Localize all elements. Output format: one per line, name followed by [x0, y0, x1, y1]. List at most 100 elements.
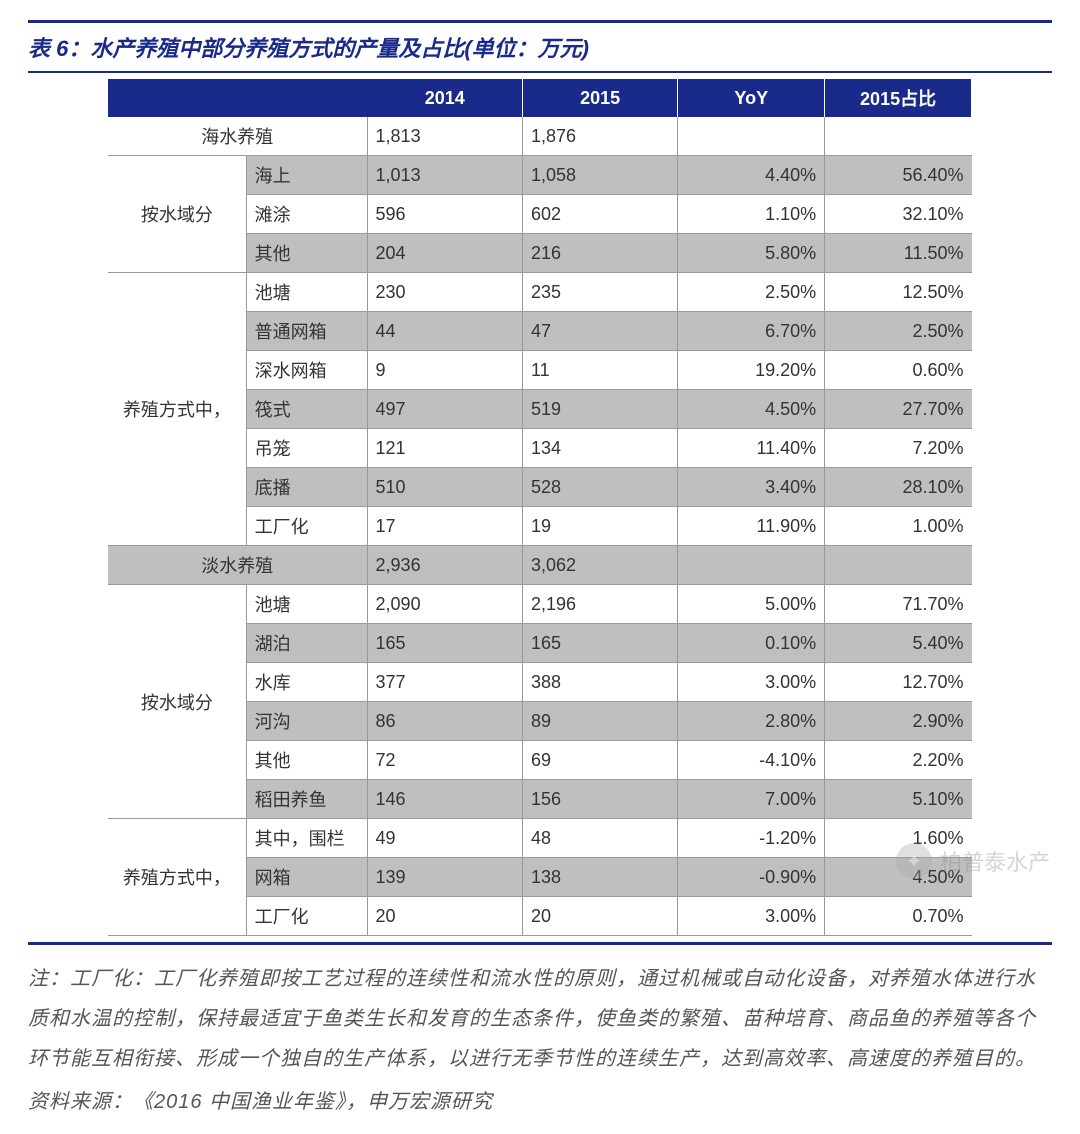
divider [28, 942, 1052, 945]
cell-2014: 230 [367, 273, 522, 312]
cell-share: 7.20% [825, 429, 972, 468]
col-2015: 2015 [522, 79, 677, 117]
cell-yoy [678, 546, 825, 585]
cell-2014: 146 [367, 780, 522, 819]
cell-2014: 86 [367, 702, 522, 741]
group-label: 养殖方式中， [108, 819, 246, 936]
cell-yoy: 2.50% [678, 273, 825, 312]
cell-2015: 216 [522, 234, 677, 273]
cell-yoy: 19.20% [678, 351, 825, 390]
cell-yoy: 4.50% [678, 390, 825, 429]
cell-2015: 602 [522, 195, 677, 234]
row-name: 筏式 [246, 390, 367, 429]
cell-2015: 138 [522, 858, 677, 897]
cell-2014: 596 [367, 195, 522, 234]
cell-share: 5.10% [825, 780, 972, 819]
cell-2014: 510 [367, 468, 522, 507]
wechat-icon: ✦ [896, 843, 932, 879]
row-name: 稻田养鱼 [246, 780, 367, 819]
cell-share: 2.20% [825, 741, 972, 780]
table-row: 养殖方式中，池塘2302352.50%12.50% [108, 273, 972, 312]
cell-2014: 20 [367, 897, 522, 936]
cell-yoy: 5.80% [678, 234, 825, 273]
cell-2015: 19 [522, 507, 677, 546]
cell-2014: 2,936 [367, 546, 522, 585]
cell-yoy: -1.20% [678, 819, 825, 858]
table-header-row: 2014 2015 YoY 2015占比 [108, 79, 972, 117]
cell-share: 12.70% [825, 663, 972, 702]
cell-2014: 44 [367, 312, 522, 351]
row-name: 池塘 [246, 585, 367, 624]
section-label: 海水养殖 [108, 117, 367, 156]
cell-yoy: 4.40% [678, 156, 825, 195]
row-name: 吊笼 [246, 429, 367, 468]
cell-2015: 69 [522, 741, 677, 780]
cell-2015: 20 [522, 897, 677, 936]
watermark-text: 柏普泰水产 [940, 845, 1050, 877]
cell-share: 27.70% [825, 390, 972, 429]
section-label: 淡水养殖 [108, 546, 367, 585]
cell-yoy: 11.40% [678, 429, 825, 468]
row-name: 其他 [246, 234, 367, 273]
cell-yoy: -4.10% [678, 741, 825, 780]
cell-2014: 9 [367, 351, 522, 390]
cell-2015: 134 [522, 429, 677, 468]
cell-yoy: 11.90% [678, 507, 825, 546]
cell-2015: 48 [522, 819, 677, 858]
cell-2014: 497 [367, 390, 522, 429]
cell-share: 32.10% [825, 195, 972, 234]
row-name: 工厂化 [246, 507, 367, 546]
cell-2015: 11 [522, 351, 677, 390]
row-name: 工厂化 [246, 897, 367, 936]
cell-2014: 2,090 [367, 585, 522, 624]
cell-yoy: 5.00% [678, 585, 825, 624]
cell-share: 1.00% [825, 507, 972, 546]
table-row: 养殖方式中，其中，围栏4948-1.20%1.60% [108, 819, 972, 858]
cell-2014: 49 [367, 819, 522, 858]
table-body: 海水养殖1,8131,876按水域分海上1,0131,0584.40%56.40… [108, 117, 972, 936]
source-line: 资料来源：《2016 中国渔业年鉴》，申万宏源研究 [28, 1085, 1052, 1114]
watermark: ✦ 柏普泰水产 [896, 843, 1050, 879]
table-container: 2014 2015 YoY 2015占比 海水养殖1,8131,876按水域分海… [28, 73, 1052, 942]
cell-yoy: -0.90% [678, 858, 825, 897]
cell-share: 56.40% [825, 156, 972, 195]
row-name: 水库 [246, 663, 367, 702]
cell-2015: 1,876 [522, 117, 677, 156]
cell-share: 71.70% [825, 585, 972, 624]
cell-2015: 2,196 [522, 585, 677, 624]
cell-yoy: 2.80% [678, 702, 825, 741]
col-share: 2015占比 [825, 79, 972, 117]
cell-share: 12.50% [825, 273, 972, 312]
col-blank [108, 79, 367, 117]
cell-share: 11.50% [825, 234, 972, 273]
table-title: 表 6：水产养殖中部分养殖方式的产量及占比(单位：万元) [28, 20, 1052, 73]
cell-share: 2.50% [825, 312, 972, 351]
row-name: 网箱 [246, 858, 367, 897]
cell-2015: 519 [522, 390, 677, 429]
cell-yoy: 6.70% [678, 312, 825, 351]
row-name: 池塘 [246, 273, 367, 312]
cell-share: 0.70% [825, 897, 972, 936]
cell-2015: 528 [522, 468, 677, 507]
row-name: 湖泊 [246, 624, 367, 663]
cell-share: 2.90% [825, 702, 972, 741]
row-name: 海上 [246, 156, 367, 195]
cell-2014: 204 [367, 234, 522, 273]
cell-share: 28.10% [825, 468, 972, 507]
cell-2014: 1,813 [367, 117, 522, 156]
table-row: 按水域分海上1,0131,0584.40%56.40% [108, 156, 972, 195]
cell-yoy: 0.10% [678, 624, 825, 663]
row-name: 其他 [246, 741, 367, 780]
col-2014: 2014 [367, 79, 522, 117]
cell-yoy: 3.40% [678, 468, 825, 507]
cell-share: 0.60% [825, 351, 972, 390]
cell-2015: 89 [522, 702, 677, 741]
row-name: 普通网箱 [246, 312, 367, 351]
cell-share [825, 546, 972, 585]
col-yoy: YoY [678, 79, 825, 117]
cell-2014: 17 [367, 507, 522, 546]
cell-2014: 139 [367, 858, 522, 897]
data-table: 2014 2015 YoY 2015占比 海水养殖1,8131,876按水域分海… [108, 79, 972, 936]
row-name: 其中，围栏 [246, 819, 367, 858]
row-name: 深水网箱 [246, 351, 367, 390]
